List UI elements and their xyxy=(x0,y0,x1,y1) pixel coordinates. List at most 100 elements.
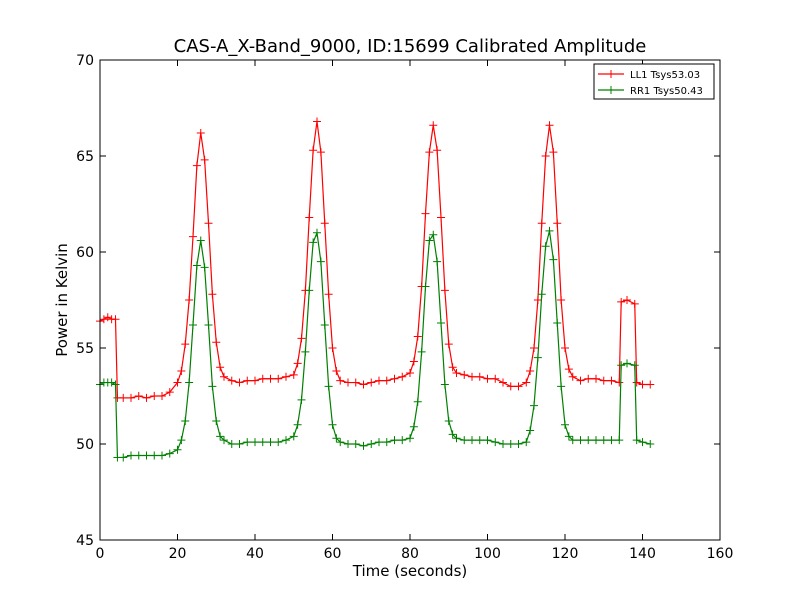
data-point-marker xyxy=(134,451,143,460)
data-point-marker xyxy=(623,359,631,368)
data-point-marker xyxy=(375,438,383,447)
data-point-marker xyxy=(165,449,174,458)
data-point-marker xyxy=(173,378,182,387)
data-point-marker xyxy=(406,434,414,443)
data-point-marker xyxy=(204,320,213,329)
data-point-marker xyxy=(646,440,655,448)
data-point-marker xyxy=(367,378,376,387)
data-point-marker xyxy=(305,286,314,295)
data-point-marker xyxy=(632,378,641,387)
data-point-marker xyxy=(212,416,221,425)
data-point-marker xyxy=(189,320,197,329)
data-point-marker xyxy=(549,148,558,157)
data-point-marker xyxy=(177,436,186,445)
data-point-marker xyxy=(181,340,190,349)
data-point-marker xyxy=(359,441,368,450)
data-point-marker xyxy=(617,361,626,370)
data-point-marker xyxy=(632,436,641,445)
legend-marker xyxy=(607,86,615,94)
data-point-marker xyxy=(433,146,442,155)
x-tick-label: 20 xyxy=(169,546,187,562)
data-point-marker xyxy=(297,395,306,404)
data-point-marker xyxy=(437,319,445,328)
data-point-marker xyxy=(433,257,442,266)
data-point-marker xyxy=(444,416,453,425)
data-point-marker xyxy=(499,378,507,387)
data-point-marker xyxy=(646,380,655,389)
data-point-marker xyxy=(541,152,550,160)
data-point-marker xyxy=(592,436,600,445)
data-point-marker xyxy=(475,436,484,445)
data-point-marker xyxy=(266,374,275,383)
data-point-marker xyxy=(332,434,341,443)
data-point-marker xyxy=(413,332,422,341)
x-tick-label: 60 xyxy=(324,546,342,562)
data-point-marker xyxy=(282,372,290,381)
legend-marker xyxy=(607,70,615,78)
data-point-marker xyxy=(522,438,531,447)
data-point-marker xyxy=(220,436,228,445)
data-point-marker xyxy=(158,392,166,400)
data-point-marker xyxy=(425,236,434,245)
data-point-marker xyxy=(309,238,318,247)
series-layer xyxy=(96,117,655,462)
data-point-marker xyxy=(623,296,631,304)
data-point-marker xyxy=(561,420,569,429)
data-point-marker xyxy=(584,374,593,383)
legend-label: RR1 Tsys50.43 xyxy=(630,86,703,97)
data-point-marker xyxy=(227,440,236,448)
data-point-marker xyxy=(390,436,399,445)
data-point-marker xyxy=(165,388,174,397)
data-point-marker xyxy=(200,155,209,164)
data-point-marker xyxy=(282,436,290,445)
data-point-marker xyxy=(235,378,244,387)
data-point-marker xyxy=(617,297,626,306)
data-point-marker xyxy=(460,370,469,379)
data-point-marker xyxy=(615,436,624,445)
y-tick-label: 45 xyxy=(76,533,94,549)
data-point-marker xyxy=(208,382,217,391)
data-point-marker xyxy=(533,296,542,304)
legend-entries: LL1 Tsys53.03 RR1 Tsys50.43 xyxy=(598,70,703,97)
data-point-marker xyxy=(119,393,128,402)
data-point-marker xyxy=(506,440,515,448)
data-point-marker xyxy=(320,219,329,228)
y-tick-label: 65 xyxy=(76,149,94,165)
data-point-marker xyxy=(638,438,647,447)
data-point-marker xyxy=(553,219,562,228)
data-point-marker xyxy=(592,374,600,383)
data-point-marker xyxy=(235,440,244,448)
data-point-marker xyxy=(289,370,298,379)
data-point-marker xyxy=(328,344,337,352)
data-point-marker xyxy=(564,365,573,374)
y-tick-label: 50 xyxy=(76,437,94,453)
data-point-marker xyxy=(630,361,639,370)
legend: LL1 Tsys53.03 RR1 Tsys50.43 xyxy=(593,63,715,100)
chart-title: CAS-A_X-Band_9000, ID:15699 Calibrated A… xyxy=(174,36,647,57)
data-point-marker xyxy=(274,374,283,383)
data-point-marker xyxy=(127,393,135,402)
data-point-marker xyxy=(421,282,430,291)
data-point-marker xyxy=(452,434,461,443)
data-point-marker xyxy=(258,438,267,447)
data-point-marker xyxy=(173,445,182,454)
data-point-marker xyxy=(537,290,546,299)
data-point-marker xyxy=(413,397,422,406)
data-point-marker xyxy=(638,380,647,389)
data-point-marker xyxy=(545,226,554,235)
data-point-marker xyxy=(107,378,116,387)
data-point-marker xyxy=(390,374,399,383)
data-point-marker xyxy=(475,372,484,381)
data-point-marker xyxy=(301,347,310,356)
data-point-marker xyxy=(196,128,205,137)
data-point-marker xyxy=(440,380,449,389)
data-point-marker xyxy=(568,372,577,381)
data-point-marker xyxy=(533,353,542,362)
data-point-marker xyxy=(192,261,201,270)
data-point-marker xyxy=(630,299,639,308)
data-point-marker xyxy=(344,378,352,387)
data-point-marker xyxy=(549,255,558,264)
data-point-marker xyxy=(200,263,209,272)
data-point-marker xyxy=(425,148,434,157)
